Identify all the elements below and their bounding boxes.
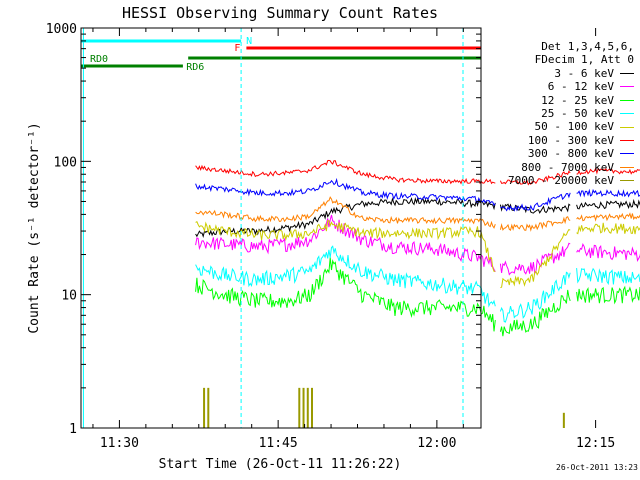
legend-swatch-6 xyxy=(620,153,634,155)
axis-ticks: 11:3011:4512:0012:1512:3012:4513:0011010… xyxy=(46,22,615,451)
legend-entry-6: 300 - 800 keV xyxy=(494,147,634,160)
legend-header-decimation: FDecim 1, Att 0 xyxy=(534,53,634,67)
legend-swatch-8 xyxy=(620,180,634,182)
legend-label-8: 7000 - 20000 keV xyxy=(508,174,614,188)
series-0-line-seg-1 xyxy=(499,203,571,214)
chart-title: HESSI Observing Summary Count Rates xyxy=(122,4,438,22)
series-2-line-seg-1 xyxy=(499,289,571,337)
series-layer xyxy=(195,159,640,428)
legend-entry-0: 3 - 6 keV xyxy=(494,67,634,80)
legend-entry-8: 7000 - 20000 keV xyxy=(494,174,634,187)
series-4-line-seg-0 xyxy=(195,220,496,272)
flag-n-label: N xyxy=(246,36,252,47)
legend-entry-7: 800 - 7000 keV xyxy=(494,161,634,174)
marker-lines xyxy=(82,28,464,428)
legend-label-6: 300 - 800 keV xyxy=(527,147,614,161)
flag-layer: NF RD0 RD6 xyxy=(81,36,481,73)
legend-label-3: 25 - 50 keV xyxy=(541,107,614,121)
x-tick-label-2: 12:00 xyxy=(417,436,456,451)
legend: Det 1,3,4,5,6, FDecim 1, Att 0 3 - 6 keV… xyxy=(494,40,634,187)
flag-rd6-label: RD6 xyxy=(186,62,204,73)
series-1-line-seg-1 xyxy=(499,242,571,276)
flag-rd0-label: RD0 xyxy=(90,54,108,65)
x-axis-label: Start Time (26-Oct-11 11:26:22) xyxy=(159,457,402,472)
generation-timestamp: 26-Oct-2011 13:23 xyxy=(556,463,638,472)
flag-f-label: F xyxy=(234,43,240,54)
series-7-line-seg-1 xyxy=(499,216,571,232)
series-3-line-seg-1 xyxy=(499,271,571,323)
legend-label-4: 50 - 100 keV xyxy=(534,120,614,134)
legend-label-0: 3 - 6 keV xyxy=(554,66,614,80)
series-5-line-seg-0 xyxy=(195,159,496,185)
legend-swatch-5 xyxy=(620,140,634,142)
y-tick-label-2: 100 xyxy=(54,155,77,170)
y-tick-label-1: 10 xyxy=(61,289,77,304)
series-7-line-seg-0 xyxy=(195,196,496,229)
y-tick-label-0: 1 xyxy=(69,422,77,437)
legend-entry-5: 100 - 300 keV xyxy=(494,134,634,147)
plot-frame xyxy=(80,27,482,429)
legend-label-2: 12 - 25 keV xyxy=(541,93,614,107)
series-5-line-seg-1 xyxy=(499,170,571,186)
y-tick-label-3: 1000 xyxy=(46,22,77,37)
legend-swatch-7 xyxy=(620,166,634,168)
legend-entry-2: 12 - 25 keV xyxy=(494,94,634,107)
series-6-line-seg-0 xyxy=(195,177,496,207)
series-3-line-seg-0 xyxy=(195,245,496,308)
y-axis-label: Count Rate (s⁻¹ detector⁻¹) xyxy=(27,122,42,333)
legend-header-detectors: Det 1,3,4,5,6, xyxy=(541,40,634,53)
legend-swatch-3 xyxy=(620,113,634,115)
legend-swatch-1 xyxy=(620,86,634,88)
x-tick-label-1: 11:45 xyxy=(259,436,298,451)
legend-label-1: 6 - 12 keV xyxy=(547,80,614,94)
series-4-line-seg-1 xyxy=(500,228,571,289)
series-6-line-seg-1 xyxy=(500,192,571,212)
legend-label-5: 100 - 300 keV xyxy=(527,133,614,147)
x-tick-label-0: 11:30 xyxy=(100,436,139,451)
legend-entry-3: 25 - 50 keV xyxy=(494,107,634,120)
legend-swatch-2 xyxy=(620,99,634,101)
legend-swatch-4 xyxy=(620,126,634,128)
legend-entry-1: 6 - 12 keV xyxy=(494,80,634,93)
legend-label-7: 800 - 7000 keV xyxy=(521,160,614,174)
series-2-line-seg-0 xyxy=(195,257,496,332)
legend-swatch-0 xyxy=(620,73,634,75)
series-1-line-seg-0 xyxy=(195,214,496,273)
x-tick-label-3: 12:15 xyxy=(576,436,615,451)
legend-entry-4: 50 - 100 keV xyxy=(494,120,634,133)
